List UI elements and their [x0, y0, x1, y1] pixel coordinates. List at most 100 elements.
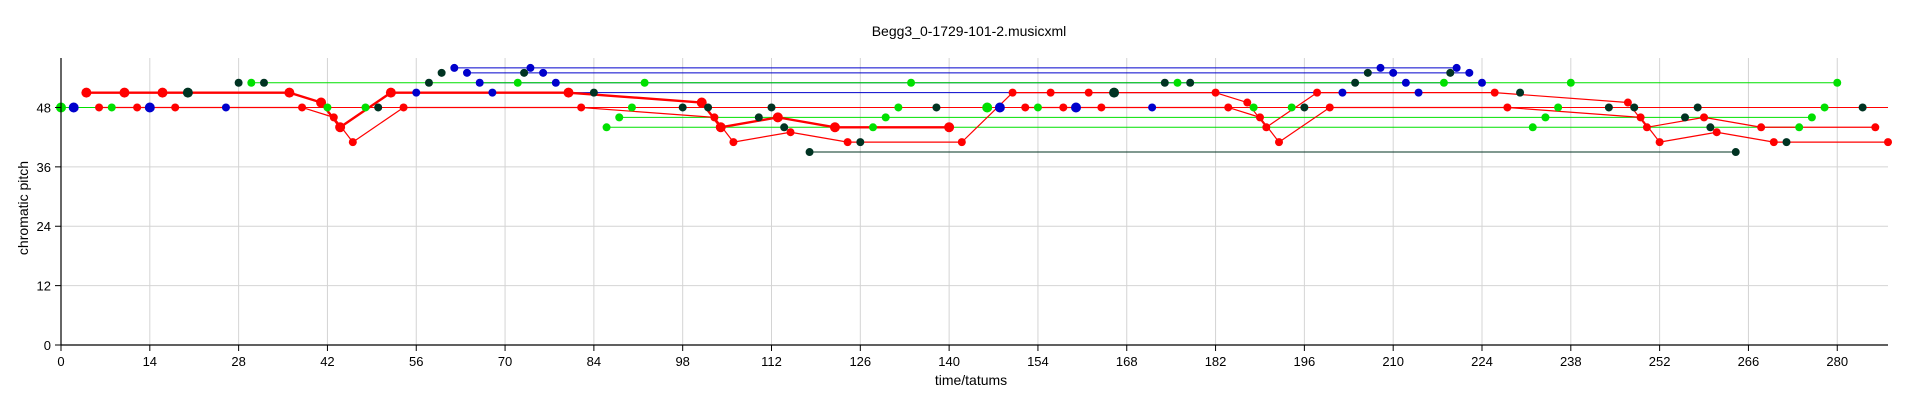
note-point: [1097, 103, 1106, 112]
note-point: [640, 78, 649, 87]
note-point: [1769, 138, 1778, 147]
note-point: [563, 87, 574, 98]
note-point: [1262, 123, 1271, 132]
x-tick-label: 70: [498, 354, 512, 369]
x-tick-label: 84: [587, 354, 601, 369]
x-tick-label: 112: [761, 354, 782, 369]
note-point: [1554, 103, 1563, 112]
note-point: [767, 103, 776, 112]
note-point: [780, 123, 789, 132]
note-point: [627, 103, 636, 112]
note-point: [95, 103, 104, 112]
x-tick-label: 252: [1649, 354, 1671, 369]
note-point: [247, 78, 256, 87]
x-tick-label: 0: [57, 354, 64, 369]
note-point: [513, 78, 522, 87]
note-point: [1186, 78, 1195, 87]
note-point: [260, 78, 268, 87]
x-tick-label: 154: [1027, 354, 1049, 369]
chart-title: Begg3_0-1729-101-2.musicxml: [872, 23, 1067, 39]
x-axis-title: time/tatums: [935, 372, 1007, 388]
note-point: [157, 87, 168, 98]
note-point: [68, 102, 79, 113]
x-tick-label: 182: [1205, 354, 1227, 369]
note-point: [424, 78, 433, 87]
note-point: [1059, 103, 1068, 112]
note-point: [475, 78, 484, 87]
note-point: [1541, 113, 1550, 122]
note-point: [602, 123, 611, 132]
note-point: [1211, 88, 1220, 97]
note-point: [1148, 103, 1157, 112]
note-point: [1636, 113, 1645, 122]
note-point: [678, 103, 687, 112]
voice-path: [86, 91, 950, 129]
note-point: [843, 138, 852, 147]
note-point: [1623, 98, 1632, 107]
note-point: [1046, 88, 1055, 97]
note-point: [1465, 68, 1474, 77]
note-point: [1021, 103, 1030, 112]
note-point: [1795, 123, 1804, 132]
x-tick-label: 224: [1471, 354, 1493, 369]
note-point: [1630, 103, 1639, 112]
note-point: [399, 103, 408, 112]
note-point: [1109, 87, 1120, 98]
note-point: [1604, 103, 1613, 112]
note-point: [1351, 78, 1360, 87]
x-tick-label: 196: [1294, 354, 1316, 369]
note-point: [1452, 63, 1461, 72]
note-point: [1731, 148, 1740, 157]
note-point: [1414, 88, 1423, 97]
duration-lines: [61, 67, 1888, 153]
note-point: [1528, 123, 1537, 132]
note-point: [1503, 103, 1512, 112]
note-point: [1782, 138, 1791, 147]
note-point: [907, 78, 916, 87]
note-point: [932, 103, 941, 112]
note-point: [133, 103, 142, 112]
note-point: [1871, 123, 1880, 132]
x-tick-label: 56: [409, 354, 423, 369]
note-point: [829, 122, 840, 133]
note-point: [805, 148, 814, 157]
note-point: [437, 68, 446, 77]
note-point: [374, 103, 383, 112]
note-point: [696, 97, 707, 108]
note-point: [1807, 113, 1816, 122]
note-point: [786, 128, 795, 137]
note-point: [171, 103, 180, 112]
note-point: [329, 113, 338, 122]
note-point: [1033, 103, 1042, 112]
note-point: [526, 63, 535, 72]
note-point: [894, 103, 903, 112]
note-point: [520, 68, 529, 77]
note-point: [81, 87, 92, 98]
x-tick-label: 126: [849, 354, 871, 369]
note-points: [56, 63, 1892, 157]
note-point: [1300, 103, 1309, 112]
note-point: [944, 122, 955, 133]
note-point: [1884, 138, 1892, 147]
note-point: [1516, 88, 1525, 97]
axes: 0 14 28 42 56 70 84 98 112 126 140 154 168 182 196 210 2…: [37, 58, 1888, 369]
note-point: [144, 102, 155, 113]
note-point: [463, 68, 471, 77]
note-point: [754, 113, 763, 122]
note-point: [856, 138, 865, 147]
y-axis-title: chromatic pitch: [15, 161, 31, 255]
note-point: [1008, 88, 1017, 97]
note-point: [335, 122, 346, 133]
note-point: [234, 78, 243, 87]
note-point: [1401, 78, 1410, 87]
x-tick-label: 98: [675, 354, 689, 369]
note-point: [1249, 103, 1258, 112]
note-point: [704, 103, 713, 112]
note-point: [1325, 103, 1334, 112]
note-point: [284, 87, 295, 98]
note-point: [316, 97, 327, 108]
x-tick-label: 140: [938, 354, 960, 369]
note-point: [1338, 88, 1347, 97]
x-tick-label: 14: [143, 354, 157, 369]
note-point: [551, 78, 560, 87]
